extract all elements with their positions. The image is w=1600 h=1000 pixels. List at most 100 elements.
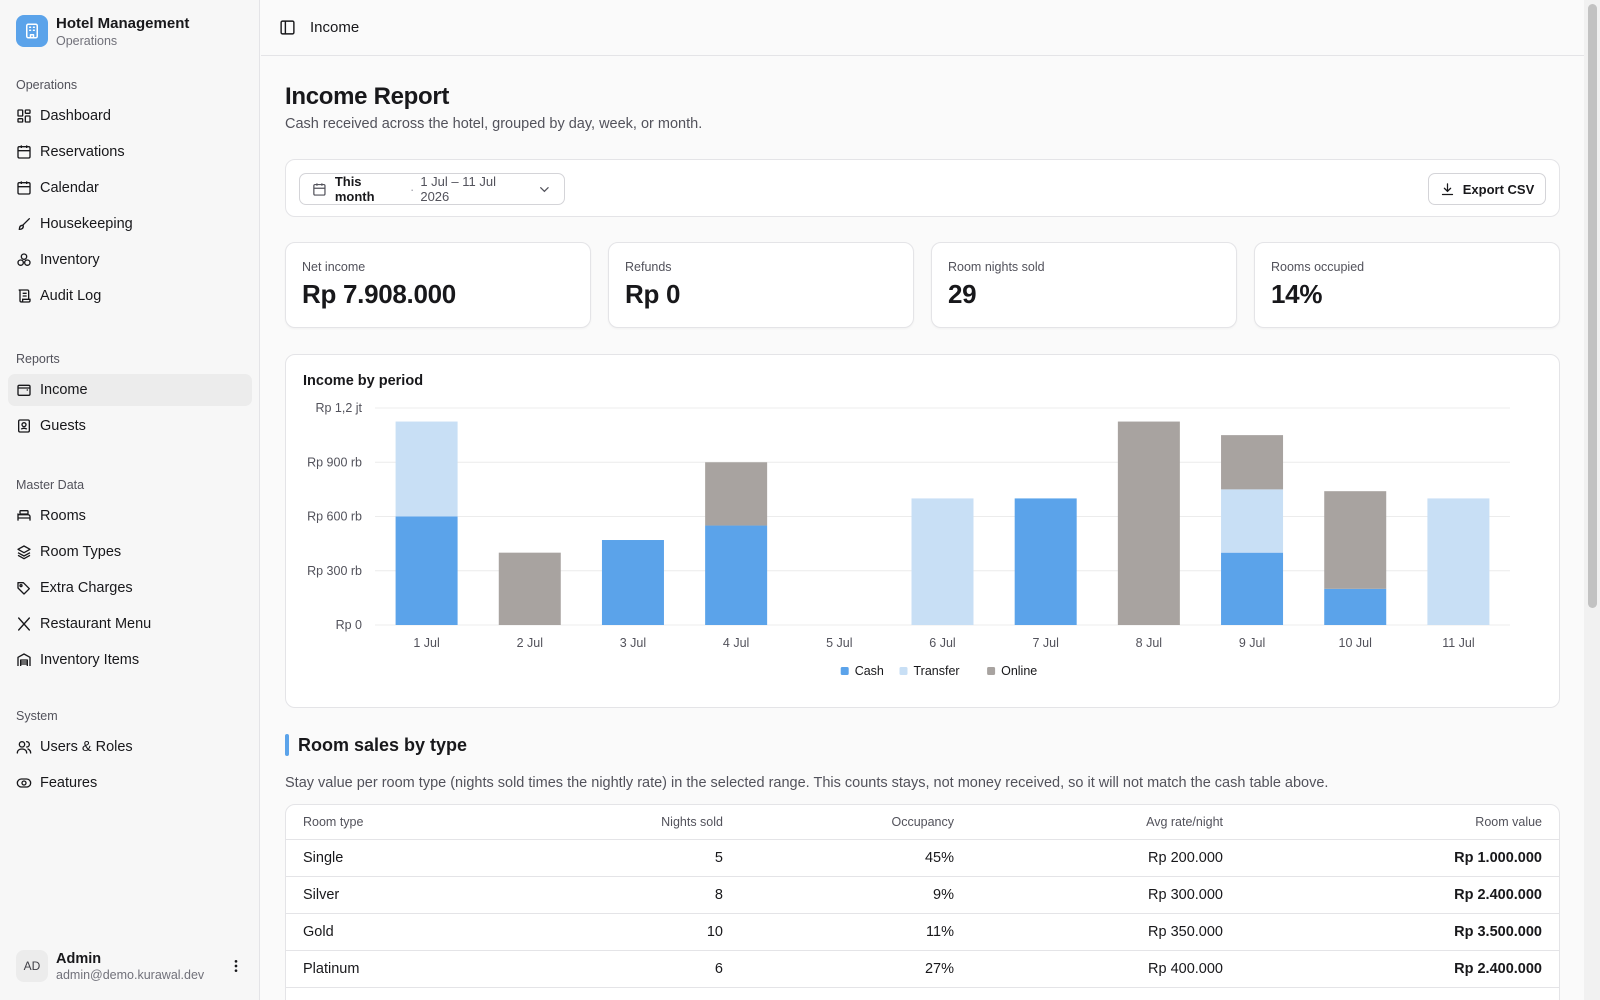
chevron-down-icon xyxy=(540,186,549,192)
x-tick-label: 11 Jul xyxy=(1442,636,1474,650)
bar-transfer xyxy=(395,421,458,517)
nav-section-system: System Users & Roles Features xyxy=(0,705,260,803)
y-tick-label: Rp 600 rb xyxy=(307,510,362,524)
sidebar-toggle-icon[interactable] xyxy=(279,19,296,36)
legend-label-transfer: Transfer xyxy=(914,664,960,678)
date-preset: This month xyxy=(334,174,375,204)
more-vertical-icon[interactable] xyxy=(228,958,244,974)
x-tick-label: 8 Jul xyxy=(1136,636,1162,650)
bar-transfer xyxy=(1427,498,1490,625)
x-tick-label: 6 Jul xyxy=(929,636,955,650)
scrollbar-thumb[interactable] xyxy=(1588,4,1597,608)
avg-rate-cell: Rp 350.000 xyxy=(954,913,1223,951)
bar-transfer xyxy=(1221,489,1284,553)
user-name: Admin xyxy=(56,950,102,967)
nights-sold-cell: 10 xyxy=(476,913,723,951)
bar-online xyxy=(498,552,561,625)
download-icon xyxy=(1441,182,1453,195)
sidebar-item-label: Housekeeping xyxy=(40,216,133,232)
user-email: admin@demo.kurawal.dev xyxy=(56,967,205,982)
room-sales-table-card: Room type Nights sold Occupancy Avg rate… xyxy=(285,804,1560,1000)
x-tick-label: 3 Jul xyxy=(620,636,646,650)
sidebar-item-label: Restaurant Menu xyxy=(40,616,152,632)
x-tick-label: 1 Jul xyxy=(413,636,439,650)
users-icon xyxy=(16,741,32,754)
column-header[interactable]: Nights sold xyxy=(476,805,723,840)
bar-cash xyxy=(1324,588,1387,625)
column-header[interactable]: Room type xyxy=(286,805,476,840)
x-tick-label: 10 Jul xyxy=(1339,636,1372,650)
sidebar-item-dashboard[interactable]: Dashboard xyxy=(8,100,252,132)
sidebar-item-reservations[interactable]: Reservations xyxy=(8,136,252,168)
sidebar-item-extra-charges[interactable]: Extra Charges xyxy=(8,572,252,604)
sidebar-item-calendar[interactable]: Calendar xyxy=(8,172,252,204)
x-tick-label: 7 Jul xyxy=(1032,636,1058,650)
occupancy-cell: 11% xyxy=(723,913,954,951)
room-value-cell: Rp 3.500.000 xyxy=(1223,913,1559,951)
bar-online xyxy=(1117,421,1180,625)
stat-value: Rp 0 xyxy=(625,279,681,309)
stat-label: Rooms occupied xyxy=(1271,260,1365,274)
breadcrumb: Income xyxy=(310,19,360,36)
layers-icon xyxy=(17,545,31,560)
sidebar-item-label: Dashboard xyxy=(40,108,111,124)
tags-icon xyxy=(17,582,30,595)
brand-title: Hotel Management xyxy=(56,14,190,32)
sidebar-item-label: Features xyxy=(40,775,98,791)
stat-label: Net income xyxy=(302,260,366,274)
sidebar-item-label: Guests xyxy=(40,418,86,434)
room-sales-table: Room type Nights sold Occupancy Avg rate… xyxy=(286,805,1559,988)
sidebar-item-income[interactable]: Income xyxy=(8,374,252,406)
room-type-cell: Single xyxy=(286,839,476,877)
room-value-cell: Rp 2.400.000 xyxy=(1223,950,1559,988)
sidebar-item-restaurant-menu[interactable]: Restaurant Menu xyxy=(8,608,252,640)
room-type-cell: Silver xyxy=(286,876,476,914)
stat-label: Room nights sold xyxy=(948,260,1045,274)
table-row: Single 5 45% Rp 200.000 Rp 1.000.000 xyxy=(286,839,1559,877)
utensils-icon xyxy=(18,617,30,631)
sidebar-item-inventory-items[interactable]: Inventory Items xyxy=(8,644,252,676)
y-tick-label: Rp 300 rb xyxy=(307,564,362,578)
column-header[interactable]: Occupancy xyxy=(723,805,954,840)
stat-card-net-income: Net income Rp 7.908.000 xyxy=(285,242,591,328)
occupancy-cell: 9% xyxy=(723,876,954,914)
x-tick-label: 9 Jul xyxy=(1239,636,1265,650)
export-csv-button[interactable]: Export CSV xyxy=(1428,173,1546,205)
column-header[interactable]: Room value xyxy=(1223,805,1559,840)
table-row: Platinum 6 27% Rp 400.000 Rp 2.400.000 xyxy=(286,950,1559,988)
sidebar-item-label: Rooms xyxy=(40,508,86,524)
nav-section-label: Master Data xyxy=(16,478,85,492)
stat-card-room-nights: Room nights sold 29 xyxy=(931,242,1237,328)
room-sales-heading: Room sales by type xyxy=(285,734,467,756)
room-value-cell: Rp 1.000.000 xyxy=(1223,839,1559,877)
bar-cash xyxy=(601,540,664,625)
sidebar-item-housekeeping[interactable]: Housekeeping xyxy=(8,208,252,240)
calendar-check-icon xyxy=(17,145,31,159)
sidebar-item-rooms[interactable]: Rooms xyxy=(8,500,252,532)
sidebar-item-audit-log[interactable]: Audit Log xyxy=(8,280,252,312)
scrollbar[interactable] xyxy=(1584,0,1600,1000)
wallet-icon xyxy=(17,384,31,396)
sidebar-item-label: Reservations xyxy=(40,144,125,160)
date-separator: · xyxy=(410,181,415,197)
sidebar-item-users-roles[interactable]: Users & Roles xyxy=(8,731,252,763)
user-profile[interactable]: AD Admin admin@demo.kurawal.dev xyxy=(8,942,252,990)
sidebar-item-inventory[interactable]: Inventory xyxy=(8,244,252,276)
bar-cash xyxy=(705,525,768,625)
nav-section-master-data: Master Data Rooms Room Types Extra Charg… xyxy=(0,474,260,680)
date-range-picker[interactable]: This month · 1 Jul – 11 Jul 2026 xyxy=(299,173,565,205)
sidebar-item-guests[interactable]: Guests xyxy=(8,410,252,442)
column-header[interactable]: Avg rate/night xyxy=(954,805,1223,840)
bar-online xyxy=(1221,435,1284,490)
legend-swatch-transfer xyxy=(899,667,908,675)
table-row: Silver 8 9% Rp 300.000 Rp 2.400.000 xyxy=(286,876,1559,914)
occupancy-cell: 45% xyxy=(723,839,954,877)
room-type-cell: Gold xyxy=(286,913,476,951)
income-chart-card: Rp 0 Rp 300 rb Rp 600 rb Rp 900 rb Rp 1,2 jt… xyxy=(285,354,1560,708)
sidebar-item-room-types[interactable]: Room Types xyxy=(8,536,252,568)
stat-card-refunds: Refunds Rp 0 xyxy=(608,242,914,328)
brand[interactable]: Hotel Management Operations xyxy=(0,0,259,62)
sidebar-item-label: Calendar xyxy=(40,180,99,196)
sidebar-item-features[interactable]: Features xyxy=(8,767,252,799)
stat-card-rooms-occupied: Rooms occupied 14% xyxy=(1254,242,1560,328)
